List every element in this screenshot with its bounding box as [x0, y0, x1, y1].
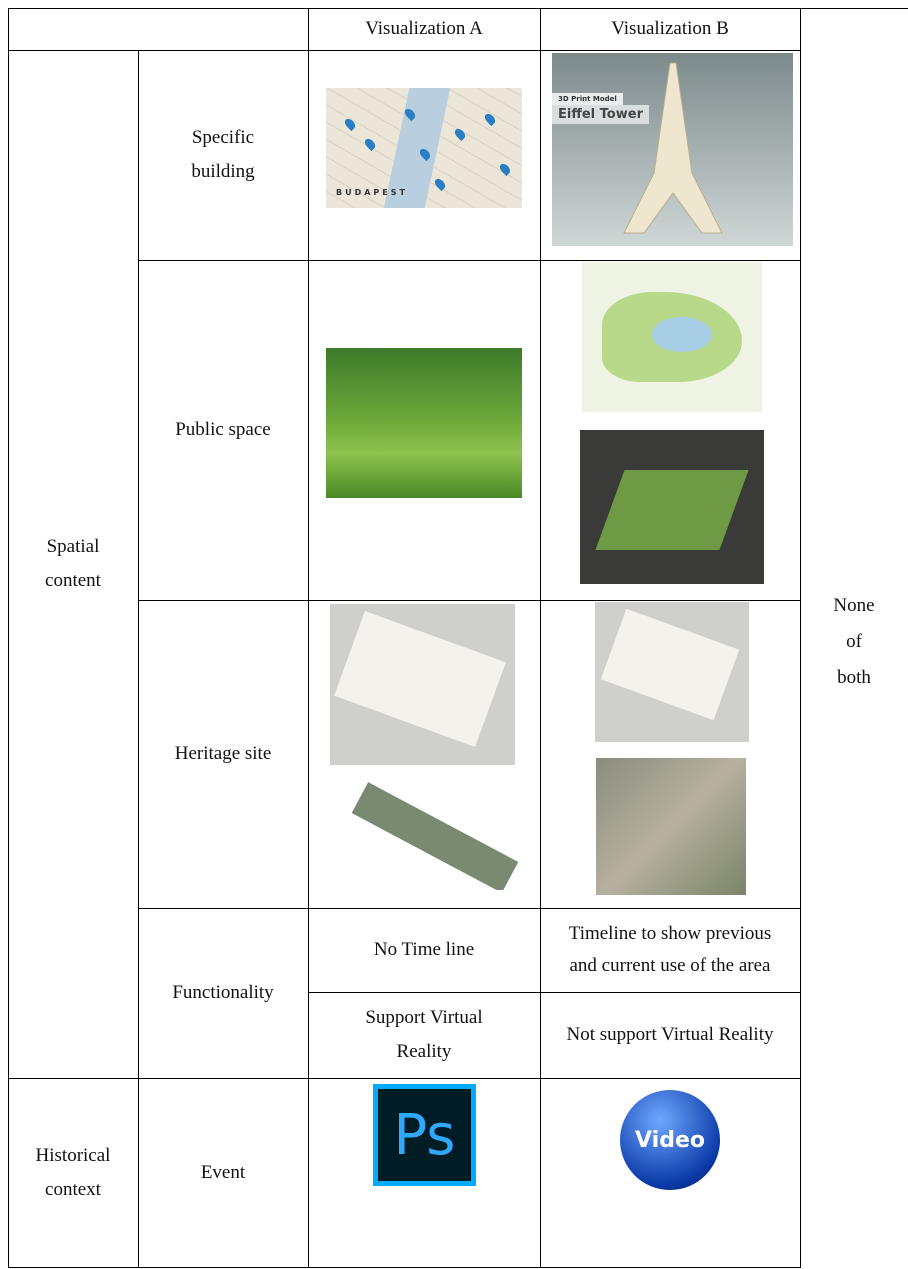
image-caption: 3D Print Model	[552, 93, 623, 105]
rule	[8, 1267, 800, 1268]
pin	[482, 111, 498, 127]
pin	[362, 136, 378, 152]
column-header: Visualization A	[308, 8, 540, 50]
rule	[8, 8, 9, 1268]
group-label: Historical context	[35, 1145, 111, 1200]
aspect-cell: Public space	[138, 260, 308, 600]
model-ground	[595, 470, 749, 550]
header-text: Visualization A	[365, 18, 483, 39]
heritage-map	[330, 604, 515, 765]
group-cell: Spatial content	[8, 50, 138, 1078]
group-cell: Historical context	[8, 1078, 138, 1268]
rule	[8, 1078, 800, 1079]
aspect-label: Functionality	[172, 982, 274, 1003]
rule	[800, 8, 801, 1268]
rule	[308, 8, 309, 1268]
model-block	[351, 782, 519, 890]
rule	[138, 260, 800, 261]
function-text: No Time line	[373, 939, 475, 960]
rule	[138, 908, 800, 909]
site-area	[600, 608, 740, 721]
aspect-label: Event	[200, 1162, 246, 1183]
image-caption: Eiffel Tower	[552, 105, 649, 124]
lake	[652, 317, 712, 352]
park-model	[580, 430, 764, 584]
function-cell: Support Virtual Reality	[308, 992, 540, 1078]
function-text: Not support Virtual Reality	[566, 1024, 774, 1045]
group-label: Spatial content	[45, 536, 101, 591]
header-text: Visualization B	[611, 18, 729, 39]
function-cell: Timeline to show previous and current us…	[540, 906, 800, 994]
pin	[342, 116, 358, 132]
icon-text: Ps	[378, 1089, 471, 1181]
video-icon: Video	[620, 1090, 720, 1190]
rule	[540, 8, 541, 1268]
heritage-model	[330, 780, 530, 890]
icon-text: Video	[635, 1127, 705, 1153]
pin	[432, 176, 448, 192]
rule	[138, 50, 139, 1268]
rule	[8, 50, 800, 51]
ps-icon: Ps	[373, 1084, 476, 1186]
none-label: None of both	[833, 595, 875, 688]
aspect-label: Public space	[175, 419, 271, 440]
heritage-map	[595, 602, 749, 742]
aspect-cell: Heritage site	[138, 600, 308, 908]
rule	[8, 8, 908, 9]
site-area	[334, 611, 506, 747]
function-cell: No Time line	[308, 908, 540, 992]
rule	[138, 600, 800, 601]
tower	[623, 62, 723, 234]
rule	[308, 992, 800, 993]
park-map	[582, 262, 762, 412]
eiffel-image: 3D Print Model Eiffel Tower	[552, 53, 793, 246]
aspect-label: Heritage site	[174, 743, 272, 764]
map-label: BUDAPEST	[336, 188, 408, 197]
aerial-photo	[596, 758, 746, 895]
park-photo	[326, 348, 522, 498]
function-text: Support Virtual Reality	[365, 1007, 483, 1062]
pin	[452, 126, 468, 142]
map-image: BUDAPEST	[326, 88, 522, 208]
function-text: Timeline to show previous and current us…	[568, 923, 772, 976]
aspect-label: Specific building	[191, 127, 255, 182]
aspect-cell: Specific building	[138, 50, 308, 260]
aspect-cell: Functionality	[138, 908, 308, 1078]
function-cell: Not support Virtual Reality	[540, 992, 800, 1078]
last-column: None of both	[800, 8, 908, 1268]
pin	[497, 161, 513, 177]
column-header: Visualization B	[540, 8, 800, 50]
aspect-cell: Event	[138, 1078, 308, 1268]
